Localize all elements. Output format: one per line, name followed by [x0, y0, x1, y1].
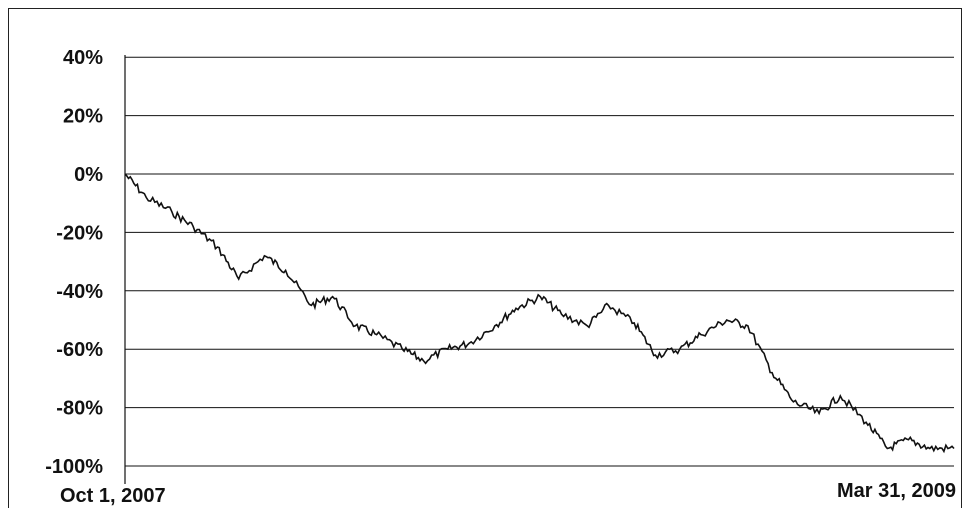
y-tick-label: -20%	[56, 222, 103, 244]
y-tick-label: 20%	[63, 106, 103, 128]
x-end-label: Mar 31, 2009	[837, 480, 956, 502]
y-tick-label: -40%	[56, 281, 103, 303]
y-tick-label: -100%	[45, 456, 103, 478]
y-tick-label: 40%	[63, 47, 103, 69]
y-tick-label: 0%	[74, 164, 103, 186]
y-tick-labels: 40% 20% 0% -20% -40% -60% -80% -100%	[45, 47, 103, 478]
y-tick-label: -80%	[56, 398, 103, 420]
series-line	[124, 173, 955, 454]
gridlines	[125, 56, 954, 467]
y-tick-label: -60%	[56, 339, 103, 361]
chart-frame	[8, 8, 962, 508]
x-start-label: Oct 1, 2007	[60, 485, 166, 507]
